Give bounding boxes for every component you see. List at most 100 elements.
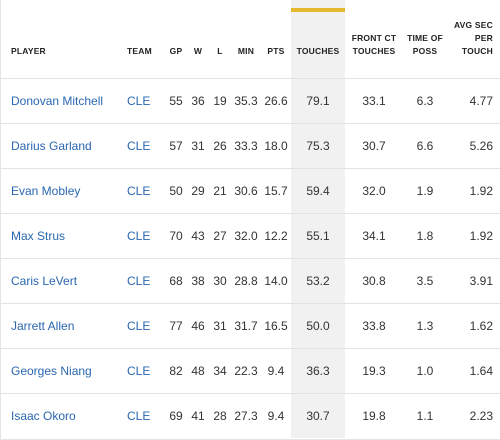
cell-pts: 9.4 [267, 363, 285, 378]
player-name-link[interactable]: Darius Garland [11, 138, 92, 153]
cell-l: 27 [213, 228, 227, 243]
header-team[interactable]: TEAM [127, 45, 152, 56]
cell-gp: 69 [169, 408, 183, 423]
cell-gp: 68 [169, 273, 183, 288]
team-link[interactable]: CLE [127, 408, 151, 423]
cell-avg-sec-per-touch: 1.92 [469, 228, 493, 243]
cell-min: 31.7 [234, 318, 258, 333]
cell-avg-sec-per-touch: 1.62 [469, 318, 493, 333]
table-body: Donovan Mitchell CLE 55 36 19 35.3 26.6 79.1 33.… [1, 78, 500, 438]
cell-time-of-poss: 1.8 [416, 228, 434, 243]
cell-touches: 55.1 [291, 213, 345, 258]
cell-pts: 16.5 [264, 318, 288, 333]
header-avg-sec-per-touch[interactable]: AVG SEC PER TOUCH [453, 19, 493, 56]
cell-front-ct-touches: 19.8 [362, 408, 386, 423]
cell-min: 33.3 [234, 138, 258, 153]
cell-min: 30.6 [234, 183, 258, 198]
header-front-ct-touches[interactable]: FRONT CT TOUCHES [351, 32, 397, 56]
cell-front-ct-touches: 30.8 [362, 273, 386, 288]
cell-gp: 77 [169, 318, 183, 333]
cell-time-of-poss: 1.0 [416, 363, 434, 378]
player-name-link[interactable]: Donovan Mitchell [11, 93, 104, 108]
cell-min: 28.8 [234, 273, 258, 288]
player-name-link[interactable]: Evan Mobley [11, 183, 81, 198]
cell-pts: 26.6 [264, 93, 288, 108]
table-row: Darius Garland CLE 57 31 26 33.3 18.0 75.3 30.7 6… [1, 123, 500, 168]
cell-min: 35.3 [234, 93, 258, 108]
cell-touches: 75.3 [291, 123, 345, 168]
cell-l: 28 [213, 408, 227, 423]
cell-l: 31 [213, 318, 227, 333]
cell-w: 41 [191, 408, 205, 423]
cell-gp: 55 [169, 93, 183, 108]
cell-min: 32.0 [234, 228, 258, 243]
cell-min: 27.3 [234, 408, 258, 423]
cell-pts: 14.0 [264, 273, 288, 288]
cell-avg-sec-per-touch: 5.26 [469, 138, 493, 153]
cell-time-of-poss: 3.5 [416, 273, 434, 288]
team-link[interactable]: CLE [127, 318, 151, 333]
team-link[interactable]: CLE [127, 363, 151, 378]
cell-w: 31 [191, 138, 205, 153]
cell-avg-sec-per-touch: 1.92 [469, 183, 493, 198]
team-link[interactable]: CLE [127, 183, 151, 198]
cell-time-of-poss: 1.9 [416, 183, 434, 198]
header-time-of-poss[interactable]: TIME OF POSS [407, 32, 443, 56]
header-gp[interactable]: GP [169, 45, 183, 56]
player-name-link[interactable]: Georges Niang [11, 363, 92, 378]
cell-gp: 50 [169, 183, 183, 198]
cell-w: 29 [191, 183, 205, 198]
table-row: Jarrett Allen CLE 77 46 31 31.7 16.5 50.0 33.8 1.… [1, 303, 500, 348]
header-touches-sorted[interactable]: TOUCHES [291, 0, 345, 78]
cell-touches: 79.1 [291, 78, 345, 123]
header-player[interactable]: PLAYER [11, 45, 46, 56]
cell-touches: 36.3 [291, 348, 345, 393]
table-row: Max Strus CLE 70 43 27 32.0 12.2 55.1 34.1 1.8 1.9… [1, 213, 500, 258]
header-w[interactable]: W [193, 45, 203, 56]
table-row: Donovan Mitchell CLE 55 36 19 35.3 26.6 79.1 33.… [1, 78, 500, 123]
table-row: Caris LeVert CLE 68 38 30 28.8 14.0 53.2 30.8 3.5… [1, 258, 500, 303]
cell-l: 34 [213, 363, 227, 378]
cell-time-of-poss: 6.6 [416, 138, 434, 153]
cell-avg-sec-per-touch: 2.23 [469, 408, 493, 423]
cell-l: 30 [213, 273, 227, 288]
cell-pts: 15.7 [264, 183, 288, 198]
cell-time-of-poss: 1.1 [416, 408, 434, 423]
cell-w: 36 [191, 93, 205, 108]
header-min[interactable]: MIN [237, 45, 255, 56]
table-header: PLAYER TEAM GP W L MIN PTS TOUCHES FRONT… [1, 0, 500, 78]
cell-touches: 59.4 [291, 168, 345, 213]
cell-front-ct-touches: 33.8 [362, 318, 386, 333]
header-pts[interactable]: PTS [267, 45, 285, 56]
cell-front-ct-touches: 30.7 [362, 138, 386, 153]
cell-avg-sec-per-touch: 3.91 [469, 273, 493, 288]
cell-time-of-poss: 1.3 [416, 318, 434, 333]
player-name-link[interactable]: Max Strus [11, 228, 66, 243]
header-l[interactable]: L [217, 45, 223, 56]
cell-gp: 82 [169, 363, 183, 378]
cell-l: 19 [213, 93, 227, 108]
player-name-link[interactable]: Isaac Okoro [11, 408, 76, 423]
cell-l: 21 [213, 183, 227, 198]
cell-avg-sec-per-touch: 1.64 [469, 363, 493, 378]
team-link[interactable]: CLE [127, 93, 151, 108]
cell-front-ct-touches: 34.1 [362, 228, 386, 243]
cell-min: 22.3 [234, 363, 258, 378]
cell-gp: 70 [169, 228, 183, 243]
team-link[interactable]: CLE [127, 228, 151, 243]
cell-w: 38 [191, 273, 205, 288]
cell-l: 26 [213, 138, 227, 153]
cell-pts: 18.0 [264, 138, 288, 153]
cell-gp: 57 [169, 138, 183, 153]
cell-touches: 53.2 [291, 258, 345, 303]
team-link[interactable]: CLE [127, 273, 151, 288]
player-name-link[interactable]: Jarrett Allen [11, 318, 75, 333]
player-name-link[interactable]: Caris LeVert [11, 273, 78, 288]
cell-pts: 9.4 [267, 408, 285, 423]
cell-w: 46 [191, 318, 205, 333]
team-link[interactable]: CLE [127, 138, 151, 153]
table-row: Isaac Okoro CLE 69 41 28 27.3 9.4 30.7 19.8 1.1 2.… [1, 393, 500, 438]
table-row: Evan Mobley CLE 50 29 21 30.6 15.7 59.4 32.0 1.9 1… [1, 168, 500, 213]
